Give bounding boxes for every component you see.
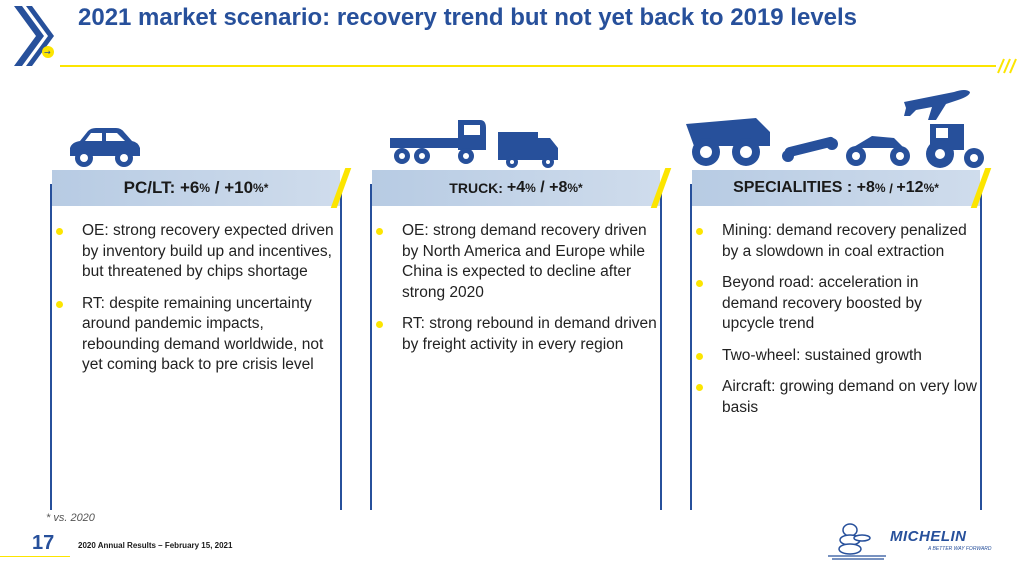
list-item: Aircraft: growing demand on very low bas… (692, 377, 978, 418)
banner-pct-a: % (199, 181, 211, 195)
page-title: 2021 market scenario: recovery trend but… (78, 4, 858, 31)
banner-truck: TRUCK: +4% / +8 %* (372, 170, 660, 206)
banner-pct-b: %* (923, 181, 939, 195)
bibendum-logo-icon (828, 523, 886, 560)
column-border-pc-lt (50, 184, 342, 510)
specialities-icon (686, 90, 984, 168)
banner-value-b: +8 (549, 179, 568, 196)
banner-value-a: +4 (506, 179, 526, 196)
banner-separator: / (535, 179, 550, 196)
banner-pc-lt: PC/LT: +6% / +10 %* (52, 170, 340, 206)
list-item: Mining: demand recovery penalized by a s… (692, 221, 978, 262)
brand-name: MICHELIN (890, 528, 967, 545)
bullet-list-truck: OE: strong demand recovery driven by Nor… (372, 221, 658, 366)
banner-separator: / (885, 180, 897, 196)
banner-label: TRUCK: (449, 180, 503, 196)
bullet-list-specialities: Mining: demand recovery penalized by a s… (692, 221, 978, 429)
list-item: RT: despite remaining uncertainty around… (52, 294, 336, 376)
banner-pct-b: %* (253, 181, 269, 195)
brand-stripes-icon: → (14, 6, 54, 66)
svg-text:→: → (44, 48, 51, 57)
banner-pct-a: % (874, 181, 886, 195)
banner-separator: / (210, 178, 225, 197)
banner-specialities: SPECIALITIES : +8% / +12 %* (692, 170, 980, 206)
footnote: * vs. 2020 (46, 512, 95, 524)
truck-icon (390, 120, 558, 168)
banner-value-b: +12 (896, 179, 924, 196)
banner-value-a: +8 (856, 179, 875, 196)
page-number: 17 (32, 532, 55, 554)
list-item: Two-wheel: sustained growth (692, 346, 978, 367)
list-item: Beyond road: acceleration in demand reco… (692, 273, 978, 335)
title-divider (60, 65, 996, 67)
footer-text: 2020 Annual Results – February 15, 2021 (78, 541, 233, 550)
banner-label: SPECIALITIES : (733, 179, 853, 196)
bullet-list-pc-lt: OE: strong recovery expected driven by i… (52, 221, 336, 387)
banner-value-a: +6 (179, 178, 200, 197)
car-icon (70, 128, 140, 167)
banner-value-b: +10 (224, 178, 254, 197)
column-border-specialities (690, 184, 982, 510)
column-border-truck (370, 184, 662, 510)
list-item: OE: strong recovery expected driven by i… (52, 221, 336, 283)
list-item: RT: strong rebound in demand driven by f… (372, 314, 658, 355)
slash-marks-icon (997, 58, 1017, 74)
banner-label: PC/LT: (123, 178, 176, 197)
brand-tagline: A BETTER WAY FORWARD (928, 546, 992, 552)
list-item: OE: strong demand recovery driven by Nor… (372, 221, 658, 303)
banner-pct-b: %* (567, 181, 583, 195)
footer-divider (0, 556, 70, 557)
banner-pct-a: % (525, 181, 536, 195)
